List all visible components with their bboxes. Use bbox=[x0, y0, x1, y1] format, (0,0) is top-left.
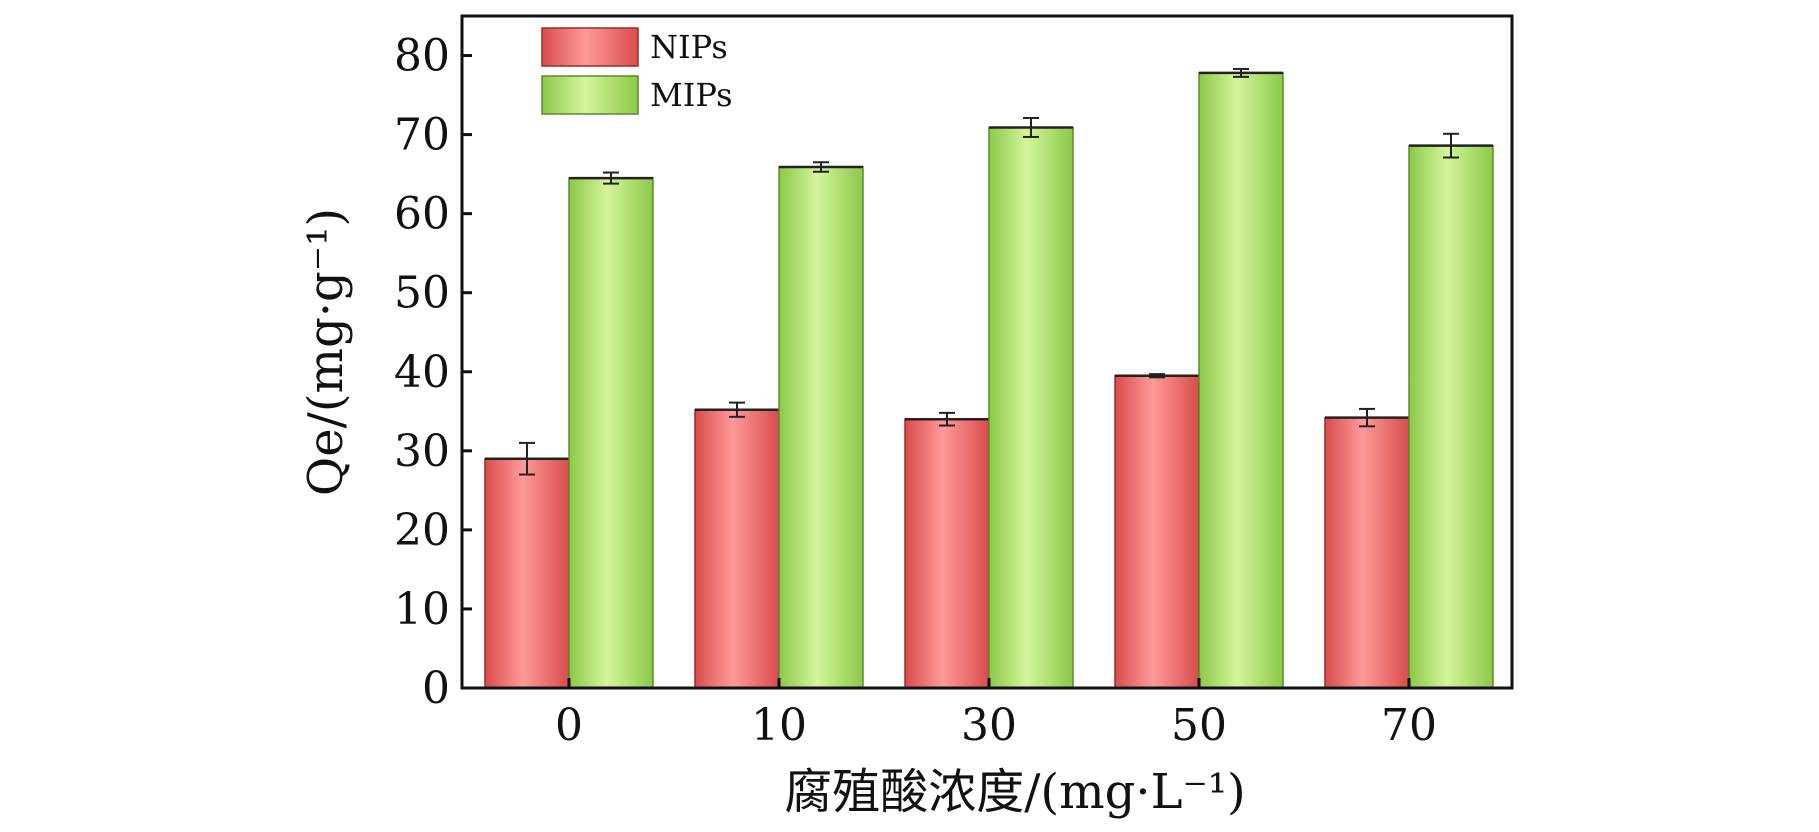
errorbar-layer bbox=[519, 67, 1459, 476]
legend-swatch-nips bbox=[541, 27, 639, 67]
y-tick-label-70: 70 bbox=[394, 110, 450, 161]
bar-mips-0 bbox=[568, 177, 654, 689]
bar-mips-10 bbox=[778, 166, 864, 689]
errorbar-mips-0 bbox=[603, 171, 619, 185]
x-tick-label-10: 10 bbox=[751, 700, 807, 751]
y-tick-label-10: 10 bbox=[394, 584, 450, 635]
legend: NIPs MIPs bbox=[541, 27, 733, 115]
bars-layer bbox=[484, 71, 1494, 689]
y-tick-label-0: 0 bbox=[422, 663, 450, 714]
bar-nips-10 bbox=[694, 408, 780, 689]
legend-label-nips: NIPs bbox=[650, 28, 728, 66]
x-tick-label-70: 70 bbox=[1381, 700, 1437, 751]
errorbar-nips-10 bbox=[729, 401, 745, 418]
errorbar-mips-30 bbox=[1023, 116, 1039, 138]
y-tick-label-20: 20 bbox=[394, 505, 450, 556]
x-axis-title: 腐殖酸浓度/(mg·L⁻¹) bbox=[784, 764, 1246, 820]
bar-nips-30 bbox=[904, 418, 990, 689]
y-tick-label-80: 80 bbox=[394, 31, 450, 82]
errorbar-mips-50 bbox=[1233, 67, 1249, 78]
errorbar-nips-0 bbox=[519, 441, 535, 476]
bar-nips-70 bbox=[1324, 416, 1410, 689]
y-tick-label-60: 60 bbox=[394, 189, 450, 240]
x-tick-label-0: 0 bbox=[555, 700, 583, 751]
y-axis: 0 10 20 30 40 50 60 70 80 bbox=[394, 31, 472, 714]
legend-swatch-mips bbox=[541, 75, 639, 115]
bar-mips-70 bbox=[1408, 144, 1494, 689]
plot-frame bbox=[460, 14, 1514, 690]
y-tick-label-50: 50 bbox=[394, 268, 450, 319]
errorbar-mips-10 bbox=[813, 161, 829, 173]
x-tick-label-30: 30 bbox=[961, 700, 1017, 751]
x-axis: 0 10 30 50 70 bbox=[555, 678, 1437, 751]
bar-mips-30 bbox=[988, 126, 1074, 689]
bar-mips-50 bbox=[1198, 72, 1284, 689]
y-tick-label-30: 30 bbox=[394, 426, 450, 477]
bar-nips-0 bbox=[484, 457, 570, 689]
y-axis-title: Qe/(mg·g⁻¹) bbox=[298, 208, 354, 496]
bar-nips-50 bbox=[1114, 374, 1200, 689]
errorbar-nips-70 bbox=[1359, 407, 1375, 428]
legend-label-mips: MIPs bbox=[650, 76, 733, 114]
x-tick-label-50: 50 bbox=[1171, 700, 1227, 751]
y-tick-label-40: 40 bbox=[394, 347, 450, 398]
errorbar-nips-30 bbox=[939, 411, 955, 427]
errorbar-mips-70 bbox=[1443, 132, 1459, 159]
errorbar-nips-50 bbox=[1149, 373, 1165, 379]
